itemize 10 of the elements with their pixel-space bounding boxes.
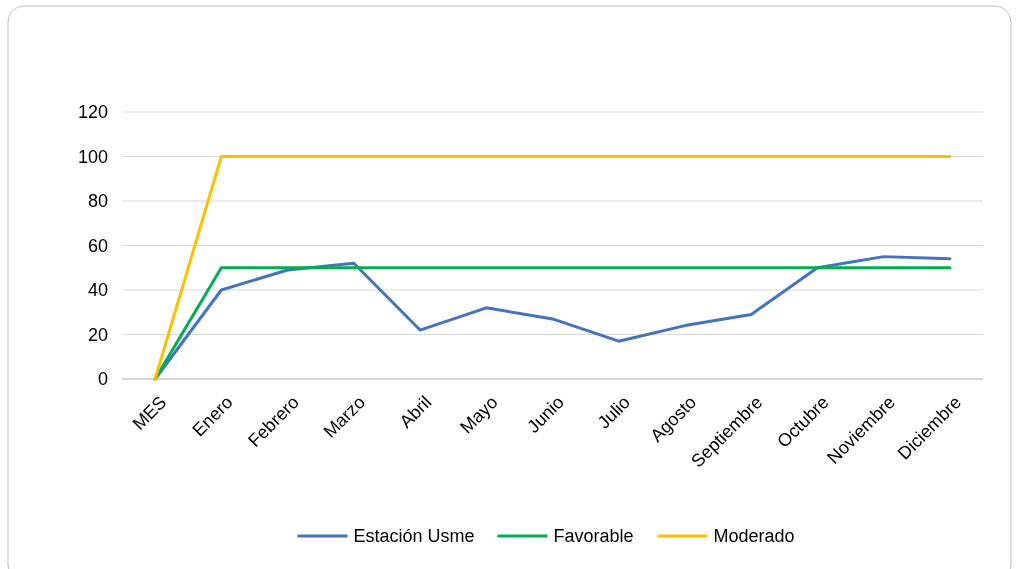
y-tick-label: 40 <box>87 280 108 301</box>
y-tick-label: 80 <box>87 191 108 212</box>
y-tick-label: 100 <box>77 146 108 167</box>
y-tick-label: 60 <box>87 235 108 256</box>
y-tick-label: 120 <box>77 102 108 123</box>
legend-label: Estación Usme <box>353 526 475 547</box>
y-tick-label: 20 <box>87 324 108 345</box>
legend-label: Moderado <box>713 526 795 547</box>
legend-label: Favorable <box>553 526 634 547</box>
y-tick-label: 0 <box>97 369 108 390</box>
